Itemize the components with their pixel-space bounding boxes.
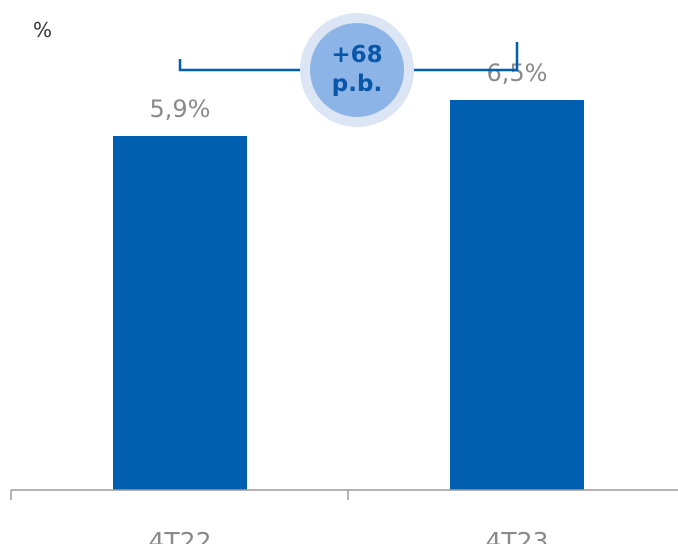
unit-label: % [33, 18, 52, 42]
badge-change-value: +68 [331, 42, 382, 68]
badge-change-unit: p.b. [332, 71, 382, 97]
category-labels-group: 4T22 4T23 [149, 527, 549, 544]
bar-4t23 [450, 100, 584, 490]
badge-circle [310, 23, 404, 117]
bar-4t22 [113, 136, 247, 490]
category-label-4t22: 4T22 [149, 527, 212, 544]
category-label-4t23: 4T23 [486, 527, 549, 544]
x-axis-ticks [10, 490, 349, 500]
value-label-4t22: 5,9% [150, 95, 211, 123]
bars-group [113, 100, 584, 490]
change-badge: +68 p.b. [300, 13, 414, 127]
